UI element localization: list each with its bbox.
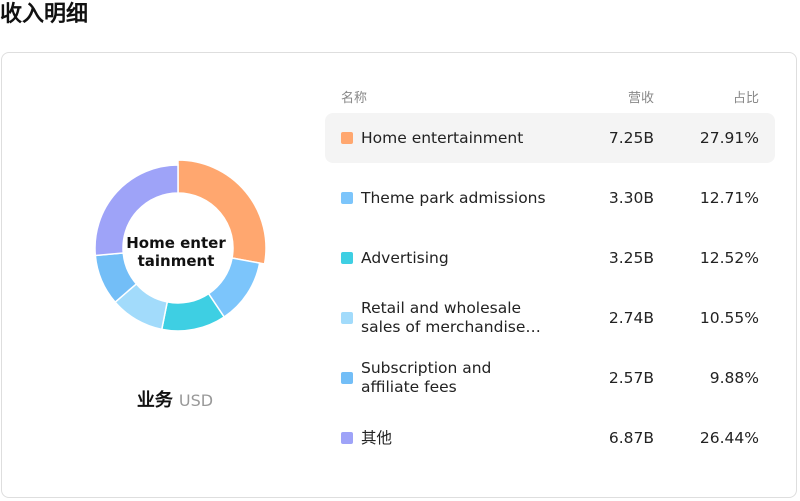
row-name: Subscription and affiliate fees [361, 359, 492, 396]
revenue: 2.57B [608, 369, 654, 387]
row-name: Retail and wholesale sales of merchandis… [361, 299, 541, 336]
column-header: 占比 [732, 91, 759, 106]
revenue: 7.25B [608, 129, 654, 147]
subtitle: 业务 [136, 390, 173, 411]
share: 12.52% [699, 249, 759, 267]
page-title: 收入明细 [0, 2, 89, 27]
table-row[interactable]: Retail and wholesale sales of merchandis… [325, 293, 775, 343]
color-swatch [341, 312, 353, 324]
row-name: Home entertainment [361, 128, 524, 147]
share: 12.71% [699, 189, 759, 207]
share: 27.91% [699, 129, 759, 147]
table-row[interactable]: Subscription and affiliate fees 2.57B 9.88… [325, 353, 775, 403]
table-row[interactable]: Home entertainment 7.25B 27.91% [325, 113, 775, 163]
revenue: 2.74B [608, 309, 654, 327]
unit: USD [178, 391, 214, 410]
row-name: Theme park admissions [361, 188, 546, 207]
donut-slice [177, 159, 267, 265]
color-swatch [341, 252, 353, 264]
color-swatch [341, 132, 353, 144]
color-swatch [341, 432, 353, 444]
table-row[interactable]: Theme park admissions 3.30B 12.71% [325, 173, 775, 223]
table-row[interactable]: 其他 6.87B 26.44% [325, 413, 775, 463]
center-label: Home entertainment [126, 234, 226, 270]
share: 26.44% [699, 429, 759, 447]
color-swatch [341, 192, 353, 204]
column-header: 名称 [341, 91, 368, 106]
share: 10.55% [699, 309, 759, 327]
revenue: 3.25B [608, 249, 654, 267]
table-row[interactable]: Advertising 3.25B 12.52% [325, 233, 775, 283]
row-name: 其他 [361, 428, 393, 447]
table: Home entertainment 7.25B 27.91% Theme park … [325, 113, 775, 463]
row-name: Advertising [361, 248, 449, 267]
chart-subtitle: 业务 USD [0, 386, 350, 412]
color-swatch [341, 372, 353, 384]
column-header: 营收 [627, 91, 654, 106]
revenue: 6.87B [608, 429, 654, 447]
card [1, 52, 797, 498]
revenue: 3.30B [608, 189, 654, 207]
share: 9.88% [709, 369, 759, 387]
donut-slice [94, 164, 179, 257]
